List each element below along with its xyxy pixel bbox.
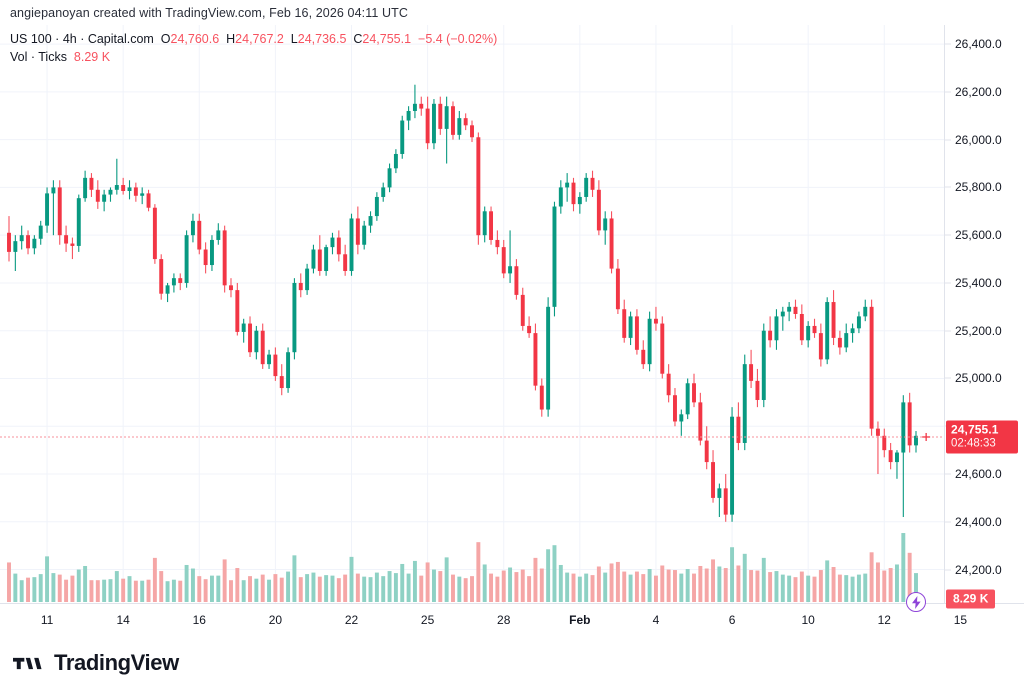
time-tick-label: 12 xyxy=(877,613,891,627)
legend-volume-value: 8.29 K xyxy=(73,50,111,64)
time-tick-label: 20 xyxy=(268,613,283,627)
price-tick-label: 26,200.0 xyxy=(955,84,1002,99)
price-tick-stub xyxy=(945,569,951,571)
time-tick-label: 6 xyxy=(728,613,736,627)
legend-close-label: C xyxy=(353,32,363,46)
current-price-tag: 24,755.1 02:48:33 xyxy=(946,420,1018,454)
price-tick-label: 26,400.0 xyxy=(955,37,1002,52)
time-tick-label: 22 xyxy=(344,613,359,627)
price-tick-label: 25,000.0 xyxy=(955,371,1002,386)
legend-low-label: L xyxy=(290,32,298,46)
attribution-text: angiepanoyan created with TradingView.co… xyxy=(10,6,408,20)
price-tick-stub xyxy=(945,377,951,379)
price-tick-stub xyxy=(945,139,951,141)
price-axis[interactable]: 26,400.0 26,200.0 26,000.0 25,800.0 25,600.0… xyxy=(944,25,1024,609)
price-tick-stub xyxy=(945,234,951,236)
legend-change: −5.4 (−0.02%) xyxy=(418,32,498,46)
time-tick-label: 14 xyxy=(116,613,130,627)
legend-open-label: O xyxy=(160,32,171,46)
price-tick-stub xyxy=(945,91,951,93)
price-tick-stub xyxy=(945,473,951,475)
tradingview-brand-text: TradingView xyxy=(54,650,179,675)
legend-close-value: 24,755.1 xyxy=(362,32,412,46)
chart-plot-area[interactable] xyxy=(0,25,944,603)
legend-sep-1: · xyxy=(51,32,63,46)
price-tick-label: 25,600.0 xyxy=(955,228,1002,243)
legend-low-value: 24,736.5 xyxy=(297,32,347,46)
bar-countdown: 02:48:33 xyxy=(951,437,996,450)
legend-volume-row: Vol · Ticks 8.29 K xyxy=(10,49,497,66)
legend-volume-label[interactable]: Vol · Ticks xyxy=(10,50,67,64)
legend-high-label: H xyxy=(226,32,236,46)
legend-symbol[interactable]: US 100 xyxy=(10,32,52,46)
price-tick-stub xyxy=(945,186,951,188)
price-tick-stub xyxy=(945,282,951,284)
tradingview-footer-logo: TradingView xyxy=(13,650,179,676)
legend-high-value: 24,767.2 xyxy=(235,32,284,46)
time-tick-label: 10 xyxy=(801,613,815,627)
price-tick-label: 24,400.0 xyxy=(955,514,1002,529)
tradingview-logo-icon xyxy=(13,657,42,669)
legend-sep-2: · xyxy=(76,32,88,46)
time-tick-label: 11 xyxy=(40,613,54,627)
price-tick-stub xyxy=(945,330,951,332)
time-tick-label: Feb xyxy=(569,613,591,627)
legend-open-value: 24,760.6 xyxy=(170,32,220,46)
price-tick-stub xyxy=(945,521,951,523)
realtime-lightning-badge[interactable] xyxy=(906,592,926,612)
legend-exchange: Capital.com xyxy=(87,32,154,46)
price-tick-label: 25,400.0 xyxy=(955,275,1002,290)
legend-main-row: US 100 · 4h · Capital.com O24,760.6 H24,… xyxy=(10,31,497,48)
price-tick-label: 24,200.0 xyxy=(955,562,1002,577)
price-tick-label: 26,000.0 xyxy=(955,132,1002,147)
volume-value-tag: 8.29 K xyxy=(946,589,996,609)
time-tick-label: 25 xyxy=(420,613,435,627)
price-tick-stub xyxy=(945,43,951,45)
time-tick-label: 15 xyxy=(953,613,968,627)
time-axis[interactable]: 11 14 16 20 22 25 28 Feb 4 6 10 12 15 xyxy=(0,603,1024,636)
legend-interval[interactable]: 4h xyxy=(62,32,77,46)
chart-legend: US 100 · 4h · Capital.com O24,760.6 H24,… xyxy=(10,31,497,66)
current-price-value: 24,755.1 xyxy=(951,422,999,437)
price-tick-label: 25,800.0 xyxy=(955,180,1002,195)
time-tick-label: 28 xyxy=(497,613,511,627)
price-tick-label: 25,200.0 xyxy=(955,323,1002,338)
price-tick-label: 24,600.0 xyxy=(955,467,1002,482)
candlestick-svg xyxy=(0,25,944,603)
time-tick-label: 16 xyxy=(192,613,206,627)
time-tick-label: 4 xyxy=(652,613,660,627)
lightning-bolt-icon xyxy=(911,595,921,609)
